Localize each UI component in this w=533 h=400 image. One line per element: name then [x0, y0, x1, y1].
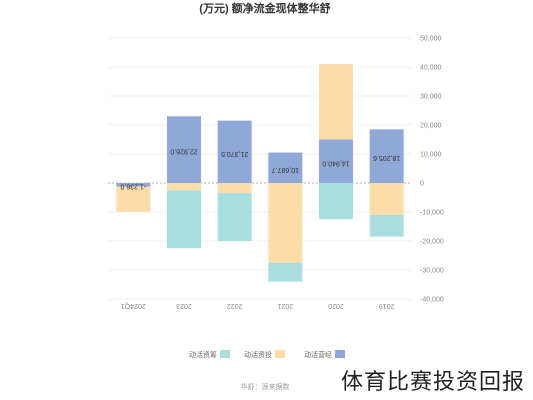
bar-segment: [369, 129, 404, 183]
bar-value-label: 18,205.6: [373, 154, 400, 161]
legend-label: 动活营经: [304, 350, 332, 359]
x-tick-label: 2023: [176, 302, 192, 309]
grid: [108, 37, 412, 300]
watermark-text: 体育比赛投资回报: [340, 370, 525, 395]
legend-label: 动活资筹: [189, 350, 217, 359]
y-tick-label: 10,000: [420, 152, 442, 159]
bar-segment: [268, 152, 303, 183]
legend-label: 动活资投: [244, 350, 272, 359]
bar-segment: [116, 186, 151, 212]
bar-segment: [319, 64, 353, 140]
bar-segment: [369, 183, 404, 215]
y-axis: -40,000 -30,000 -20,000 -10,000 0 10,000 20,00…: [420, 36, 444, 304]
y-tick-label: 50,000: [420, 36, 442, 43]
source-note: 华舒：源来据数: [241, 382, 290, 391]
bars: [116, 64, 404, 282]
bar-segment: [268, 183, 303, 263]
x-axis: 2024Q1 2023 2022 2021 2020 2019: [121, 302, 395, 309]
bar-value-label: 10,687.7: [272, 166, 299, 173]
chart-title: (万元) 额净流金现体整华舒: [199, 1, 330, 15]
bar-value-label: 21,370.5: [221, 150, 248, 157]
legend-swatch: [220, 350, 230, 358]
y-tick-label: 30,000: [420, 94, 442, 101]
bar-labels: -1,236.0 22,926.0 21,370.5 10,687.7 14,940.0…: [120, 148, 400, 190]
bar-segment: [217, 120, 252, 183]
legend-swatch: [275, 350, 285, 358]
bar-segment: [268, 262, 303, 282]
bar-segment: [116, 183, 151, 187]
bar-segment: [319, 139, 353, 183]
x-tick-label: 2022: [227, 302, 243, 309]
x-tick-label: 2019: [379, 302, 395, 309]
y-tick-label: 0: [420, 181, 424, 188]
y-tick-label: 40,000: [420, 65, 442, 72]
x-tick-label: 2024Q1: [121, 302, 146, 309]
x-tick-label: 2021: [277, 302, 293, 309]
bar-segment: [217, 193, 252, 241]
bar-segment: [217, 183, 252, 194]
x-tick-label: 2020: [328, 302, 344, 309]
y-tick-label: -30,000: [420, 268, 444, 275]
bar-segment: [319, 183, 353, 220]
bar-segment: [369, 214, 404, 237]
y-tick-label: 20,000: [420, 123, 442, 130]
y-tick-label: -20,000: [420, 239, 444, 246]
legend: 动活营经 动活资投 动活资筹: [189, 350, 345, 359]
legend-swatch: [335, 350, 345, 358]
bar-segment: [167, 116, 201, 183]
bar-value-label: 14,940.0: [322, 159, 349, 166]
y-tick-label: -10,000: [420, 210, 444, 217]
bar-value-label: -1,236.0: [120, 183, 146, 190]
bar-segment: [167, 183, 201, 191]
bar-segment: [167, 190, 201, 249]
bar-value-label: 22,926.0: [170, 148, 197, 155]
y-tick-label: -40,000: [420, 297, 444, 304]
